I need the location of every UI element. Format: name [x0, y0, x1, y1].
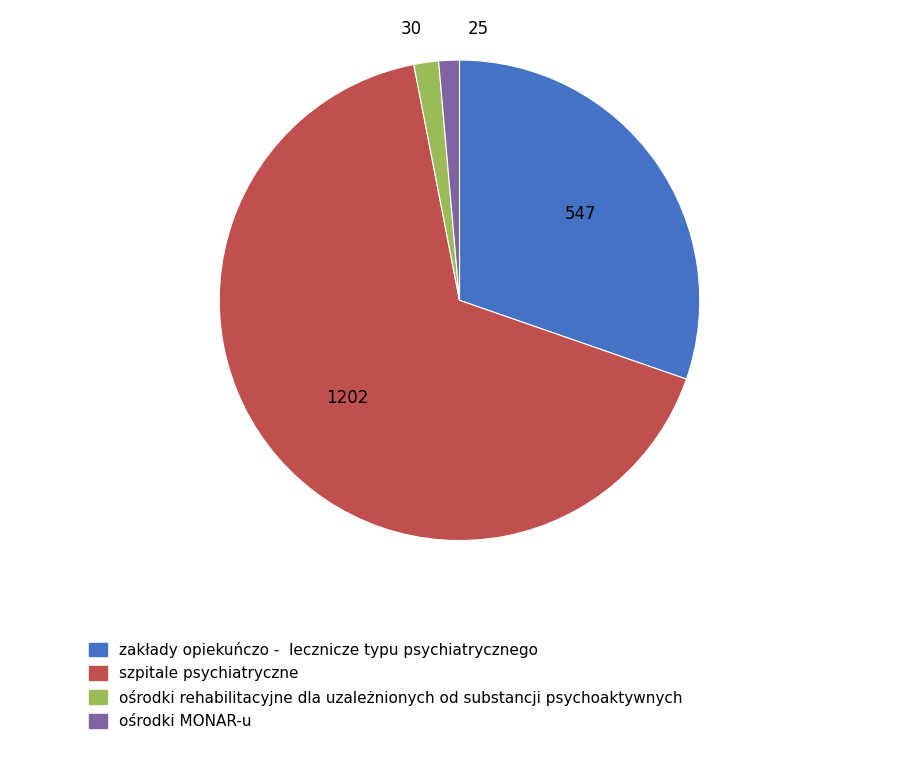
Text: 25: 25	[468, 20, 489, 38]
Text: 30: 30	[401, 20, 422, 38]
Wedge shape	[414, 61, 460, 300]
Wedge shape	[460, 60, 699, 379]
Wedge shape	[220, 65, 686, 541]
Text: 547: 547	[565, 205, 596, 223]
Legend: zakłady opiekuńczo -  lecznicze typu psychiatrycznego, szpitale psychiatryczne, : zakłady opiekuńczo - lecznicze typu psyc…	[81, 634, 690, 737]
Wedge shape	[438, 60, 460, 300]
Text: 1202: 1202	[325, 389, 369, 407]
